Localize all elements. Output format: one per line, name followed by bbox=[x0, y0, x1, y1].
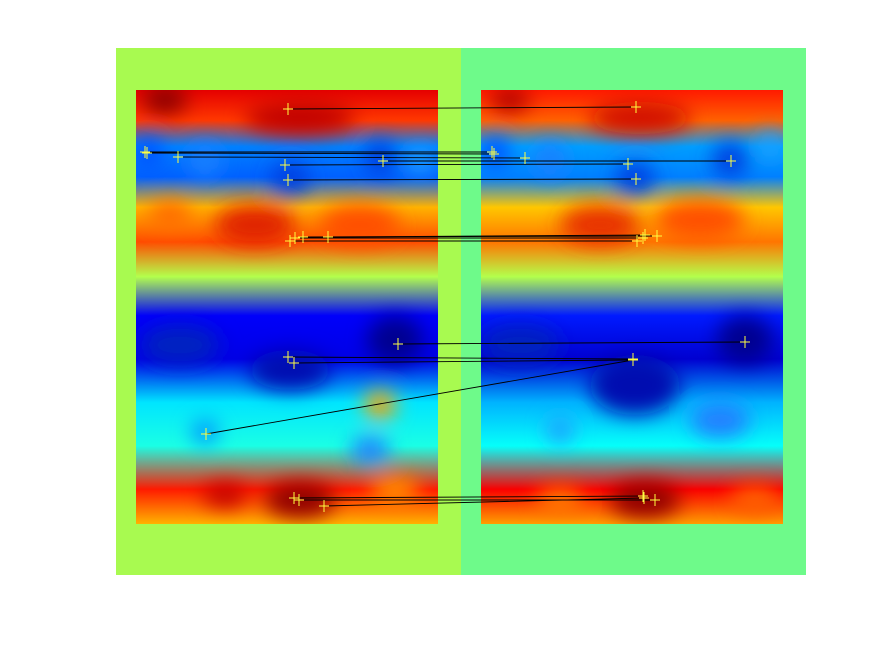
keypoint-marker-left bbox=[140, 146, 150, 158]
keypoint-marker-right bbox=[628, 354, 638, 366]
keypoint-marker-left bbox=[285, 235, 295, 247]
match-line bbox=[287, 106, 637, 110]
match-line bbox=[293, 359, 634, 364]
match-line bbox=[146, 152, 495, 155]
keypoint-marker-left bbox=[173, 151, 183, 163]
keypoint-marker-left bbox=[142, 147, 152, 159]
keypoint-marker-right bbox=[640, 229, 650, 241]
match-line bbox=[205, 359, 634, 435]
match-line bbox=[397, 341, 746, 345]
keypoint-marker-right bbox=[632, 235, 642, 247]
keypoint-marker-left bbox=[298, 231, 308, 243]
keypoint-marker-left bbox=[280, 159, 290, 171]
keypoint-markers bbox=[140, 101, 750, 512]
keypoint-marker-right bbox=[638, 490, 648, 502]
keypoint-marker-left bbox=[294, 494, 304, 506]
keypoint-marker-right bbox=[639, 492, 649, 504]
keypoint-marker-right bbox=[650, 494, 660, 506]
keypoint-marker-left bbox=[378, 155, 388, 167]
match-line bbox=[293, 495, 644, 499]
keypoint-marker-left bbox=[290, 232, 300, 244]
right-heatmap-image bbox=[481, 90, 783, 524]
keypoint-marker-right bbox=[489, 148, 499, 160]
keypoint-marker-left bbox=[393, 338, 403, 350]
keypoint-marker-right bbox=[631, 101, 641, 113]
match-line bbox=[287, 356, 634, 360]
match-lines bbox=[145, 106, 746, 507]
keypoint-marker-left bbox=[319, 500, 329, 512]
keypoint-marker-right bbox=[631, 173, 641, 185]
keypoint-marker-right bbox=[740, 336, 750, 348]
keypoint-marker-right bbox=[623, 158, 633, 170]
keypoint-marker-left bbox=[289, 357, 299, 369]
match-line bbox=[327, 234, 646, 238]
match-line bbox=[287, 178, 637, 181]
keypoint-marker-left bbox=[283, 174, 293, 186]
keypoint-marker-right bbox=[520, 152, 530, 164]
match-line bbox=[323, 497, 645, 507]
left-heatmap-image bbox=[136, 90, 438, 524]
keypoint-marker-right bbox=[638, 232, 648, 244]
match-line bbox=[284, 163, 629, 166]
keypoint-marker-left bbox=[289, 492, 299, 504]
match-line bbox=[177, 156, 526, 159]
keypoint-marker-left bbox=[323, 231, 333, 243]
keypoint-marker-left bbox=[283, 103, 293, 115]
keypoint-marker-right bbox=[726, 155, 736, 167]
keypoint-marker-right bbox=[487, 146, 497, 158]
keypoint-marker-right bbox=[652, 230, 662, 242]
keypoint-marker-left bbox=[201, 428, 211, 440]
keypoint-marker-left bbox=[283, 351, 293, 363]
